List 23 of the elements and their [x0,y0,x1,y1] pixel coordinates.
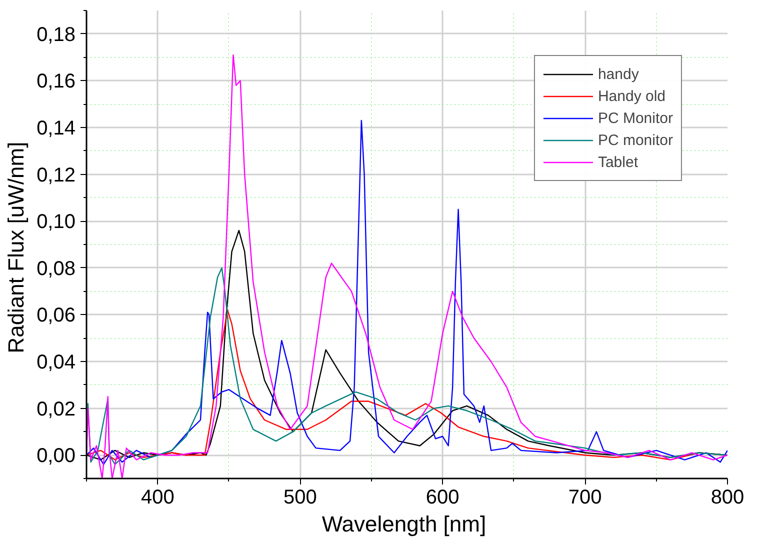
y-tick-label: 0,14 [36,118,76,140]
y-tick-label: 0,16 [36,70,76,93]
x-axis-title: Wavelength [nm] [322,512,486,536]
y-tick-label: 0,12 [36,164,76,186]
y-tick-label: 0,18 [36,24,76,46]
y-tick-label: 0,00 [36,445,76,468]
x-tick-label: 600 [426,486,460,508]
y-tick-label: 0,10 [36,211,76,234]
y-tick-label: 0,04 [36,352,76,374]
legend-label: handy [598,66,639,82]
y-tick-label: 0,08 [36,258,76,280]
y-tick-label: 0,02 [36,398,76,420]
x-tick-label: 700 [568,486,602,508]
legend-label: PC monitor [598,132,673,148]
x-tick-label: 500 [283,486,317,508]
legend-label: Handy old [598,88,666,104]
line-series [86,267,728,466]
x-tick-label: 400 [141,486,174,508]
y-axis-title: Radiant Flux [uW/nm] [4,142,29,354]
legend-label: Tablet [598,154,638,170]
y-tick-label: 0,06 [36,304,76,327]
legend-label: PC Monitor [598,110,673,126]
x-tick-label: 800 [710,486,744,508]
